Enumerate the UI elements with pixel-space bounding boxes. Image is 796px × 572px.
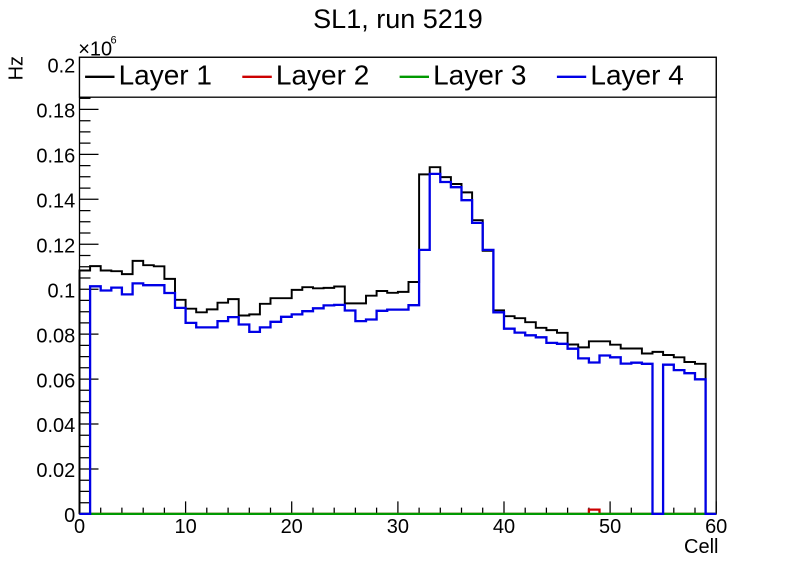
svg-text:Hz: Hz xyxy=(5,56,27,80)
svg-text:0.16: 0.16 xyxy=(36,146,75,168)
svg-text:0.18: 0.18 xyxy=(36,101,75,123)
svg-text:Layer 2: Layer 2 xyxy=(276,59,369,90)
svg-text:0.04: 0.04 xyxy=(36,415,75,437)
svg-text:0.08: 0.08 xyxy=(36,325,75,347)
svg-text:40: 40 xyxy=(493,516,515,538)
svg-text:30: 30 xyxy=(387,516,409,538)
svg-text:0.02: 0.02 xyxy=(36,460,75,482)
svg-text:50: 50 xyxy=(599,516,621,538)
svg-text:Layer 4: Layer 4 xyxy=(590,59,683,90)
svg-text:Layer 1: Layer 1 xyxy=(119,59,212,90)
svg-text:60: 60 xyxy=(705,516,727,538)
svg-text:SL1, run 5219: SL1, run 5219 xyxy=(313,4,483,34)
svg-text:0.06: 0.06 xyxy=(36,370,75,392)
svg-text:20: 20 xyxy=(281,516,303,538)
svg-text:0.2: 0.2 xyxy=(47,56,75,78)
svg-text:Layer 3: Layer 3 xyxy=(433,59,526,90)
svg-text:0.1: 0.1 xyxy=(47,280,75,302)
svg-text:10: 10 xyxy=(174,516,196,538)
svg-text:0: 0 xyxy=(74,516,85,538)
svg-text:0.12: 0.12 xyxy=(36,236,75,258)
svg-text:0: 0 xyxy=(64,505,75,527)
svg-text:0.14: 0.14 xyxy=(36,191,75,213)
svg-text:×10: ×10 xyxy=(78,39,112,61)
svg-text:Cell: Cell xyxy=(684,536,718,558)
svg-text:6: 6 xyxy=(111,35,117,47)
